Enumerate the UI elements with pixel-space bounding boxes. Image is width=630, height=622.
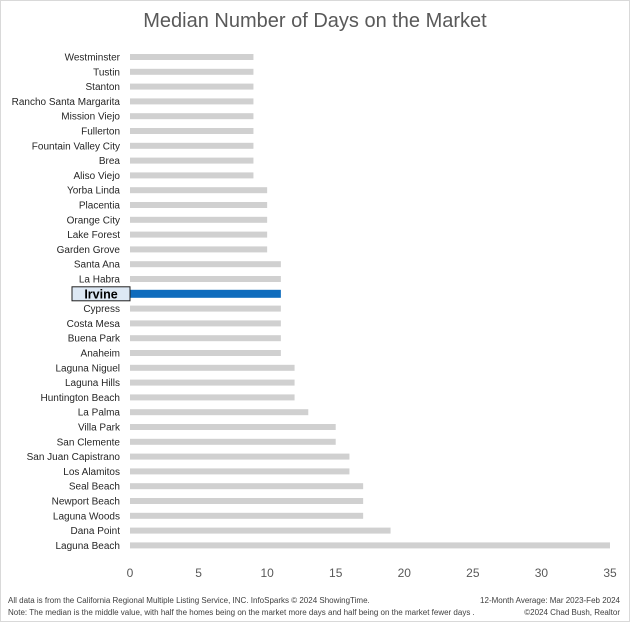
category-label-buena-park: Buena Park <box>68 334 121 345</box>
bar-fountain-valley-city <box>130 142 254 149</box>
bar-aliso-viejo <box>130 172 254 179</box>
bar-placentia <box>130 202 268 208</box>
category-label-fullerton: Fullerton <box>81 127 120 138</box>
source-note: All data is from the California Regional… <box>8 596 370 605</box>
category-label-stanton: Stanton <box>86 82 120 93</box>
category-label-westminster: Westminster <box>65 53 121 64</box>
bar-laguna-beach <box>130 542 610 549</box>
category-label-los-alamitos: Los Alamitos <box>63 467 120 478</box>
x-tick-label: 30 <box>535 566 549 580</box>
bar-laguna-hills <box>130 379 295 386</box>
bar-dana-point <box>130 527 391 534</box>
bar-garden-grove <box>130 246 268 253</box>
category-label-laguna-woods: Laguna Woods <box>53 511 120 522</box>
category-label-dana-point: Dana Point <box>71 526 121 537</box>
x-tick-label: 10 <box>260 566 274 580</box>
category-label-san-juan-capistrano: San Juan Capistrano <box>27 452 121 463</box>
bar-irvine <box>130 289 281 298</box>
bar-westminster <box>130 54 254 60</box>
period-note: 12-Month Average: Mar 2023-Feb 2024 <box>480 596 620 605</box>
bar-laguna-woods <box>130 512 364 519</box>
category-label-irvine: Irvine <box>84 287 117 301</box>
median-note: Note: The median is the middle value, wi… <box>8 608 475 617</box>
bar-orange-city <box>130 216 268 223</box>
bar-mission-viejo <box>130 113 254 120</box>
bar-rancho-santa-margarita <box>130 98 254 105</box>
bar-la-palma <box>130 409 309 416</box>
category-label-orange-city: Orange City <box>67 215 120 226</box>
category-label-san-clemente: San Clemente <box>57 437 121 448</box>
bar-lake-forest <box>130 231 268 238</box>
chart-title: Median Number of Days on the Market <box>143 10 487 32</box>
category-label-la-habra: La Habra <box>79 275 121 286</box>
bar-santa-ana <box>130 261 281 268</box>
bar-tustin <box>130 68 254 75</box>
category-label-yorba-linda: Yorba Linda <box>67 186 120 197</box>
bar-la-habra <box>130 276 281 282</box>
category-label-rancho-santa-margarita: Rancho Santa Margarita <box>12 97 121 108</box>
bar-san-clemente <box>130 438 336 445</box>
category-label-laguna-beach: Laguna Beach <box>55 541 120 552</box>
category-label-newport-beach: Newport Beach <box>52 497 120 508</box>
category-label-seal-beach: Seal Beach <box>69 482 120 493</box>
bar-newport-beach <box>130 498 364 504</box>
x-tick-label: 20 <box>398 566 412 580</box>
category-label-villa-park: Villa Park <box>78 423 121 434</box>
category-label-cypress: Cypress <box>83 304 120 315</box>
credit-note: ©2024 Chad Bush, Realtor <box>524 608 620 617</box>
category-label-laguna-niguel: Laguna Niguel <box>56 363 121 374</box>
highlight-label-box <box>71 286 131 302</box>
category-label-huntington-beach: Huntington Beach <box>40 393 120 404</box>
x-tick-label: 25 <box>466 566 480 580</box>
bar-costa-mesa <box>130 320 281 327</box>
bar-huntington-beach <box>130 394 295 401</box>
bar-laguna-niguel <box>130 364 295 371</box>
bar-brea <box>130 157 254 164</box>
category-label-anaheim: Anaheim <box>81 349 120 360</box>
x-tick-label: 35 <box>603 566 617 580</box>
category-label-garden-grove: Garden Grove <box>57 245 121 256</box>
bar-san-juan-capistrano <box>130 453 350 460</box>
bar-yorba-linda <box>130 187 268 194</box>
category-label-la-palma: La Palma <box>78 408 121 419</box>
category-label-costa-mesa: Costa Mesa <box>67 319 121 330</box>
category-label-laguna-hills: Laguna Hills <box>65 378 120 389</box>
category-label-lake-forest: Lake Forest <box>67 230 120 241</box>
category-label-tustin: Tustin <box>93 67 120 78</box>
bar-anaheim <box>130 350 281 356</box>
category-label-placentia: Placentia <box>79 201 121 212</box>
bar-cypress <box>130 305 281 312</box>
bar-stanton <box>130 83 254 90</box>
x-tick-label: 5 <box>195 566 202 580</box>
category-label-santa-ana: Santa Ana <box>74 260 121 271</box>
x-tick-label: 15 <box>329 566 343 580</box>
category-label-aliso-viejo: Aliso Viejo <box>73 171 120 182</box>
bar-los-alamitos <box>130 468 350 475</box>
bar-buena-park <box>130 335 281 342</box>
bar-villa-park <box>130 424 336 430</box>
x-tick-label: 0 <box>127 566 134 580</box>
bar-seal-beach <box>130 483 364 490</box>
category-label-fountain-valley-city: Fountain Valley City <box>32 141 120 152</box>
bar-fullerton <box>130 128 254 134</box>
category-label-brea: Brea <box>99 156 121 167</box>
category-label-mission-viejo: Mission Viejo <box>61 112 120 123</box>
